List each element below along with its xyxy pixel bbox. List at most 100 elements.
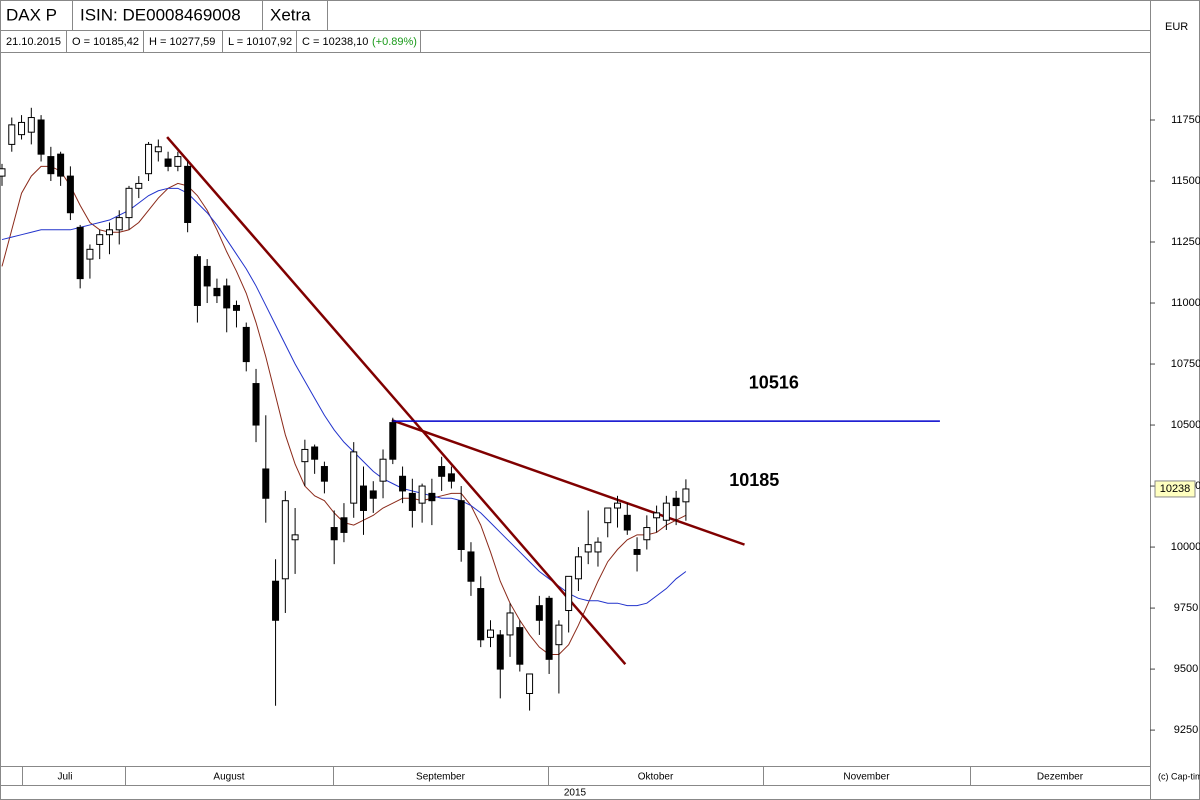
candle-body — [438, 466, 446, 477]
candle-body — [164, 158, 172, 167]
y-tick-label: 9250 — [1174, 724, 1198, 736]
candle-body — [359, 485, 367, 511]
candle-body — [18, 121, 26, 136]
candle-body — [145, 143, 153, 175]
info-low: L = 10107,92 — [228, 36, 292, 48]
symbol: DAX P — [6, 5, 57, 24]
candle-body — [213, 287, 221, 297]
y-tick-label: 9750 — [1174, 602, 1198, 614]
candle-body — [27, 117, 35, 133]
last-price-label: 10238 — [1160, 483, 1191, 495]
candle-body — [301, 448, 309, 463]
y-tick-label: 10500 — [1171, 419, 1200, 431]
month-label: September — [416, 772, 466, 783]
candle-body — [272, 580, 280, 621]
candle-body — [125, 187, 133, 219]
annotation: 10185 — [729, 470, 779, 490]
copyright: (c) Cap-timizer — [1158, 771, 1200, 781]
candle-body — [311, 446, 319, 460]
y-tick-label: 11500 — [1171, 175, 1200, 187]
candle-body — [662, 502, 670, 521]
candle-body — [281, 500, 289, 580]
candle-body — [262, 468, 270, 499]
candle-body — [496, 634, 504, 670]
candle-body — [96, 234, 104, 245]
candle-body — [0, 168, 6, 177]
candle-body — [291, 534, 299, 541]
candle-body — [535, 605, 543, 621]
month-label: November — [843, 772, 890, 783]
candle-body — [653, 512, 661, 519]
candle-body — [105, 229, 113, 236]
candle-body — [340, 517, 348, 533]
candle-body — [232, 304, 240, 311]
exchange: Xetra — [270, 5, 311, 24]
info-date: 21.10.2015 — [6, 36, 61, 48]
month-label: Oktober — [638, 772, 674, 783]
year-label: 2015 — [564, 788, 587, 799]
candle-body — [37, 119, 45, 155]
candle-body — [399, 475, 407, 492]
candle-body — [643, 527, 651, 541]
candle-body — [174, 156, 182, 167]
y-tick-label: 11750 — [1171, 114, 1200, 126]
candle-body — [565, 575, 573, 612]
candle-body — [604, 507, 612, 524]
month-label: August — [213, 772, 244, 783]
candle-body — [330, 527, 338, 541]
candle-body — [467, 551, 475, 582]
candle-body — [487, 629, 494, 638]
candle-body — [86, 248, 94, 260]
candle-body — [47, 156, 55, 175]
candle-body — [115, 217, 123, 231]
candle-body — [418, 485, 426, 504]
y-tick-label: 9500 — [1174, 663, 1198, 675]
y-tick-label: 10750 — [1171, 358, 1200, 370]
candle-body — [672, 497, 680, 507]
candle-body — [57, 153, 65, 177]
candle-body — [477, 588, 485, 641]
y-tick-label: 11000 — [1171, 297, 1200, 309]
candle-body — [516, 627, 524, 665]
candle-body — [76, 226, 84, 280]
candle-body — [555, 624, 563, 646]
annotation: 10516 — [749, 372, 799, 392]
candle-body — [389, 422, 397, 460]
candle-body — [193, 256, 201, 306]
candle-body — [242, 326, 250, 363]
candle-body — [584, 544, 592, 553]
candle-body — [682, 488, 690, 503]
candle-body — [154, 146, 162, 153]
candle-body — [545, 597, 553, 660]
candle-body — [408, 492, 416, 511]
candle-body — [379, 458, 387, 482]
last-price-box — [1154, 480, 1196, 498]
candle-body — [135, 182, 143, 189]
candle-body — [594, 541, 602, 553]
candle-body — [574, 556, 582, 580]
trend-line — [166, 136, 627, 666]
candle-body — [8, 124, 16, 145]
candle-body — [320, 466, 328, 482]
candle-body — [223, 285, 231, 309]
candle-body — [526, 673, 534, 694]
candle-body — [633, 549, 641, 555]
candle-body — [457, 500, 465, 551]
candle-body — [350, 451, 358, 504]
info-open: O = 10185,42 — [72, 36, 139, 48]
candle-body — [184, 165, 192, 223]
candle-body — [623, 514, 631, 531]
month-label: Dezember — [1037, 772, 1084, 783]
currency: EUR — [1165, 21, 1188, 33]
month-label: Juli — [57, 772, 72, 783]
isin: ISIN: DE0008469008 — [80, 5, 241, 24]
candle-body — [428, 492, 436, 502]
candle-body — [252, 383, 260, 426]
y-tick-label: 10000 — [1171, 541, 1200, 553]
info-high: H = 10277,59 — [149, 36, 215, 48]
candle-body — [447, 473, 455, 482]
candle-body — [203, 265, 211, 287]
candle-body — [506, 612, 514, 636]
